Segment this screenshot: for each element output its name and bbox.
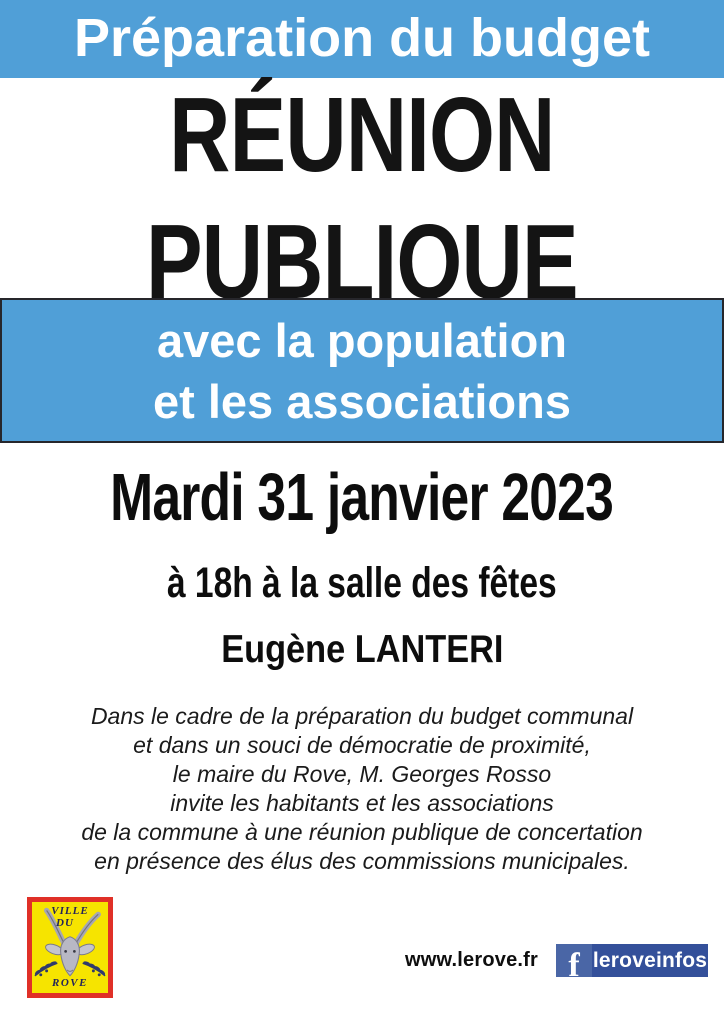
population-banner: avec la population et les associations [0,298,724,443]
logo-text-du: DU [56,917,74,929]
description-line: le maire du Rove, M. Georges Rosso [172,761,552,787]
ville-du-rove-logo: VILLE DU ROVE [27,897,113,998]
facebook-icon: f [556,944,593,978]
logo-crest: VILLE DU ROVE [32,902,108,993]
logo-text-rove: ROVE [52,977,88,989]
description-paragraph: Dans le cadre de la préparation du budge… [0,702,724,876]
event-time-place: à 18h à la salle des fêtes [167,559,557,607]
olive-branch-icon [34,961,58,977]
logo-text-ville: VILLE [51,905,89,917]
event-details: Mardi 31 janvier 2023 à 18h à la salle d… [0,462,724,680]
event-venue: Eugène LANTERI [220,628,504,671]
description-line: de la commune à une réunion publique de … [81,819,643,845]
main-title-line1: RÉUNION [169,76,555,194]
top-banner: Préparation du budget [0,0,724,78]
facebook-badge[interactable]: f leroveinfos [556,944,709,978]
description-line: Dans le cadre de la préparation du budge… [90,703,634,729]
facebook-f-icon: f [568,947,580,978]
olive-branch-icon [82,961,106,977]
top-banner-text: Préparation du budget [73,8,651,68]
main-title-line2: PUBLIQUE [146,203,579,321]
population-banner-line1: avec la population [156,313,568,367]
description-line: et dans un souci de démocratie de proxim… [133,732,591,758]
event-date: Mardi 31 janvier 2023 [110,460,615,535]
description-line: en présence des élus des commissions mun… [94,848,630,874]
description-line: invite les habitants et les associations [170,790,554,816]
footer-links: www.lerove.fr f leroveinfos [405,944,709,978]
logo-art [34,907,106,977]
goat-head-icon [43,907,101,977]
website-link[interactable]: www.lerove.fr [405,949,539,971]
main-title: RÉUNION PUBLIQUE [0,76,724,338]
facebook-handle: leroveinfos [592,948,708,972]
population-banner-line2: et les associations [153,374,571,428]
